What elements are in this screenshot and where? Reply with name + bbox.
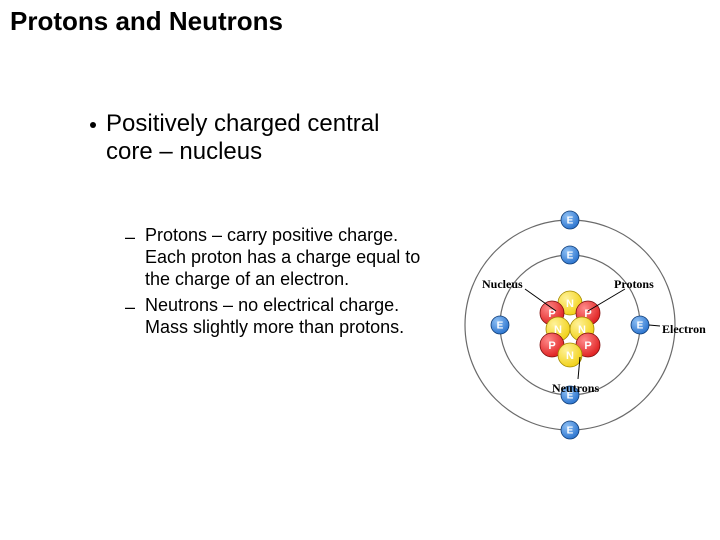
label-protons: Protons	[614, 277, 654, 292]
dash-icon: –	[125, 297, 135, 319]
svg-text:E: E	[637, 321, 644, 332]
svg-text:N: N	[566, 298, 574, 310]
main-bullet-block: Positively charged central core – nucleu…	[90, 110, 410, 167]
label-electron: Electron	[662, 322, 706, 337]
sub-bullet-block: –Protons – carry positive charge. Each p…	[125, 225, 425, 343]
page-title: Protons and Neutrons	[10, 6, 283, 37]
sub-bullet: –Protons – carry positive charge. Each p…	[125, 225, 425, 291]
dash-icon: –	[125, 227, 135, 249]
svg-text:N: N	[566, 350, 574, 362]
svg-text:E: E	[567, 251, 574, 262]
atom-diagram: NPPNNPPNEEEEEE Nucleus Protons Electron …	[430, 195, 710, 455]
label-nucleus: Nucleus	[482, 277, 523, 292]
sub-bullet-text: Protons – carry positive charge. Each pr…	[145, 225, 425, 291]
bullet-icon	[90, 122, 96, 128]
main-bullet-text: Positively charged central core – nucleu…	[106, 110, 410, 167]
svg-text:P: P	[584, 340, 591, 352]
sub-bullet-text: Neutrons – no electrical charge. Mass sl…	[145, 295, 425, 339]
svg-text:E: E	[567, 426, 574, 437]
svg-text:P: P	[548, 340, 555, 352]
main-bullet: Positively charged central core – nucleu…	[90, 110, 410, 167]
label-neutrons: Neutrons	[552, 381, 599, 396]
sub-bullet: –Neutrons – no electrical charge. Mass s…	[125, 295, 425, 339]
svg-text:E: E	[497, 321, 504, 332]
svg-text:E: E	[567, 216, 574, 227]
